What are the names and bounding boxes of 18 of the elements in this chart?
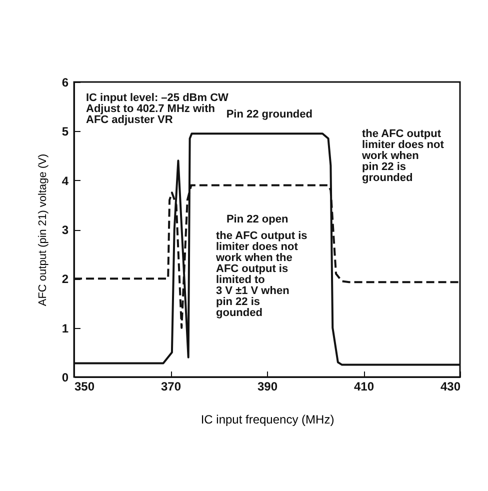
- y-tick-label: 3: [62, 223, 69, 237]
- x-tick-label: 410: [354, 380, 374, 394]
- annotation: Pin 22 open: [226, 213, 288, 226]
- x-axis-title: IC input frequency (MHz): [200, 412, 334, 426]
- annotation: the AFC output is limiter does not work when the AFC output is limited to 3 V ±1 V when pin 22 is gounded: [215, 230, 308, 319]
- y-tick-label: 5: [62, 124, 69, 139]
- y-tick-label: 1: [62, 321, 69, 336]
- annotation: Pin 22 grounded: [226, 108, 313, 121]
- y-tick-label: 0: [62, 370, 69, 384]
- y-tick-label: 2: [62, 272, 69, 286]
- x-tick-label: 350: [74, 380, 95, 394]
- y-axis-title: AFC output (pin 21) voltage (V): [36, 154, 49, 306]
- y-tick-label: 6: [62, 76, 69, 90]
- x-tick-label: 430: [440, 380, 461, 394]
- y-tick-label: 4: [62, 174, 69, 188]
- x-tick-label: 390: [257, 380, 278, 394]
- x-tick-label: 370: [160, 380, 182, 394]
- annotation: the AFC output limiter does not work when pin 22 is grounded: [361, 128, 444, 184]
